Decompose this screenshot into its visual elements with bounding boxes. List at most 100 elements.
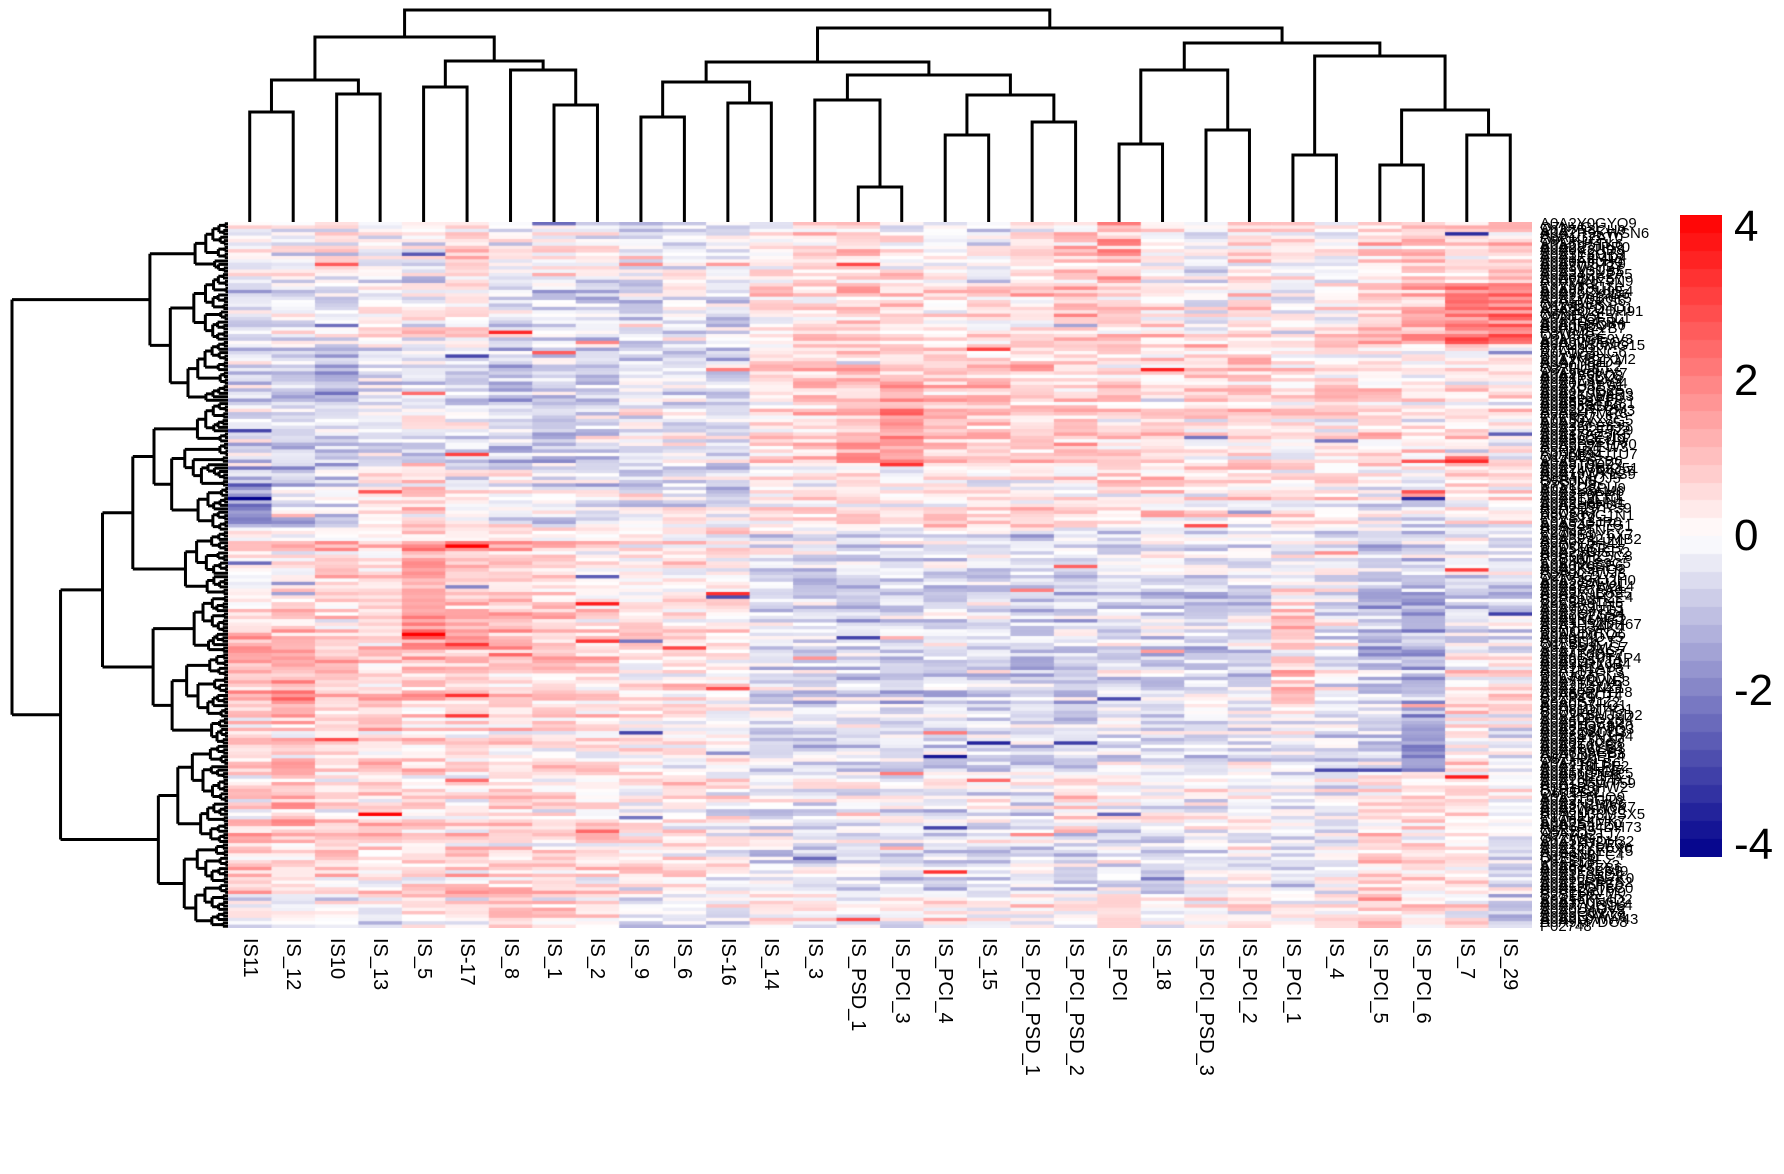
column-label: IS_15 — [977, 938, 1000, 991]
row-label: A0A93PF7G1 — [1540, 517, 1633, 535]
column-label: IS_29 — [1499, 938, 1522, 991]
row-label: Q1JDB3 — [1540, 449, 1597, 467]
column-dendrogram — [248, 8, 1512, 222]
row-label: A0A2T2YX9 — [1540, 676, 1623, 694]
row-label: A0A2SBISR2 — [1540, 544, 1631, 562]
row-label: Q6NEV9 — [1540, 306, 1600, 324]
row-label: A0A52QT8C0 — [1540, 880, 1634, 898]
row-label: A0A3Q24DH91 — [1540, 303, 1644, 321]
row-label: A0A2Y0GYQ9 — [1540, 215, 1637, 233]
legend-tick-label: 2 — [1734, 356, 1759, 406]
column-label: IS11 — [238, 938, 261, 978]
row-label: A0A77UQ1L4 — [1540, 897, 1633, 915]
row-label: A0A49LS9C5 — [1540, 554, 1631, 572]
row-label: B1HQC9 — [1540, 782, 1601, 800]
row-label: P2JNT1 — [1540, 524, 1595, 542]
row-label: A0A2R3NZ1 — [1540, 680, 1625, 698]
row-label: A0A1D5WT59 — [1540, 775, 1636, 793]
row-label: A0A2H7LR3 — [1540, 836, 1624, 854]
row-label: A0A7V9UT5 — [1540, 598, 1624, 616]
row-label: A0A6P34DH73 — [1540, 819, 1642, 837]
row-label: A0A5F94J1U7 — [1540, 446, 1638, 463]
row-label: B2SEH5 — [1540, 887, 1598, 905]
row-label: Q3USK5 — [1540, 327, 1600, 345]
row-label: A0A16KE4D2 — [1540, 890, 1633, 908]
row-label: A0A6G10TAP4 — [1540, 649, 1642, 667]
column-label: IS10 — [325, 938, 348, 980]
row-label: B9UCK7 — [1540, 503, 1599, 521]
row-label: A0A0X0SE6 — [1540, 558, 1624, 575]
row-label: O1ESP0 — [1540, 849, 1599, 867]
row-label: A0A5M5KS6 — [1540, 293, 1626, 311]
row-label: A0A8W8JC0 — [1540, 802, 1626, 820]
row-label: A0A1Q5EP4 — [1540, 748, 1626, 766]
row-label: A0A2J8LPE2 — [1540, 758, 1630, 776]
column-label: IS_9 — [629, 938, 652, 980]
row-label: A0A56GK4P5 — [1540, 765, 1634, 783]
row-label: A0A6E4MK7 — [1540, 812, 1626, 830]
row-label: A0A7U3BS1 — [1540, 378, 1625, 396]
row-label: B0LJG7 — [1540, 666, 1595, 684]
column-label: IS_PCI_2 — [1238, 938, 1261, 1024]
row-label: A0A7T1GP3 — [1540, 663, 1625, 681]
row-label: A0A6N9GB8 — [1540, 744, 1626, 762]
row-label: A0A1E4MD4 — [1540, 249, 1627, 267]
column-label: IS_PCI_6 — [1412, 938, 1435, 1024]
row-label: A0A36LE3L1 — [1540, 429, 1629, 447]
row-label: Q1LBU4 — [1540, 636, 1598, 654]
row-label: A0A37RL6B4 — [1540, 656, 1631, 674]
row-label: A0A2K6YEY5 — [1540, 843, 1634, 861]
row-label: A0A7Y8JD4 — [1540, 354, 1622, 372]
row-label: A0A5F8B6J9 — [1540, 863, 1629, 881]
row-label: A0A8R7PA9 — [1540, 581, 1624, 599]
row-label: A0A1H6FE0 — [1540, 877, 1624, 895]
row-label: Q7NVG1 — [1540, 218, 1601, 236]
row-label: A0A2R8Y4Q3 — [1540, 720, 1635, 738]
row-label: A0A1G8PU9 — [1540, 479, 1626, 497]
row-label: A0A7H3AK4 — [1540, 619, 1625, 637]
row-label: A0A1B6VM0 — [1540, 883, 1626, 901]
row-label: A0A6U5TK6 — [1540, 235, 1624, 253]
row-label: A0A75LY9D6 — [1540, 286, 1630, 304]
row-label: A0A5Y6ZB6 — [1540, 452, 1623, 470]
row-label: A0A9M7DC8 — [1540, 914, 1628, 932]
row-label: A0A26KG4X1 — [1540, 771, 1634, 789]
row-label: A0A74YR4Q7 — [1540, 462, 1635, 480]
row-label: A0A5F94J1V0 — [1540, 435, 1637, 453]
row-label: A0A2I32TTZ9 — [1540, 422, 1634, 440]
row-label: A0A37PW2L4 — [1540, 578, 1635, 596]
row-label: A0A1N5NG2 — [1540, 612, 1627, 630]
row-label: A0A2Y9D6R9 — [1540, 384, 1634, 402]
row-label: A0A6D5YT1 — [1540, 653, 1624, 671]
row-label: A0A84YN1H4 — [1540, 727, 1634, 745]
column-label: IS_4 — [1325, 938, 1348, 980]
row-label: A0A80PH1P8 — [1540, 683, 1633, 701]
row-label: A0A5H5PX2 — [1540, 714, 1625, 732]
column-label: IS_18 — [1151, 938, 1174, 991]
row-label: A0A27KW6K7 — [1540, 799, 1636, 816]
row-label: A0A5E42JMB2 — [1540, 530, 1642, 548]
column-label: IS-17 — [456, 938, 479, 986]
row-label: A0A0K2UD3 — [1540, 242, 1626, 260]
legend-tick-label: 4 — [1734, 201, 1759, 251]
row-label: A0A2K5MJ2D2 — [1540, 707, 1643, 725]
row-label: A0A0M7YB7 — [1540, 320, 1626, 338]
row-label: A0A8P9TN6 — [1540, 595, 1624, 613]
row-label: A0A7M2WE3 — [1540, 673, 1631, 691]
column-label: IS_PCI_PSD_1 — [1021, 938, 1044, 1076]
row-label: A0A0N1JP6 — [1540, 768, 1622, 786]
row-label: A0A30VX8G5 — [1540, 412, 1634, 430]
row-label: A0A8H9PG5 — [1540, 496, 1626, 514]
row-label: A0A3A0NG3 — [1540, 894, 1626, 912]
row-label: A0A60QN7K0 — [1540, 870, 1635, 888]
column-label: IS_14 — [760, 938, 783, 991]
row-label: A0A1G7AT0 — [1540, 228, 1624, 246]
row-label: A0A14YR6X0 — [1540, 839, 1633, 857]
row-label: P1JHJ1 — [1540, 809, 1593, 827]
row-label: A0A2S8NN1 — [1540, 493, 1626, 511]
row-label: A0A2U38MSX5 — [1540, 805, 1646, 823]
row-dendrogram-lines — [10, 222, 228, 928]
column-label: IS_13 — [369, 938, 392, 991]
row-label: A0A9Q0VY8 — [1540, 904, 1626, 922]
